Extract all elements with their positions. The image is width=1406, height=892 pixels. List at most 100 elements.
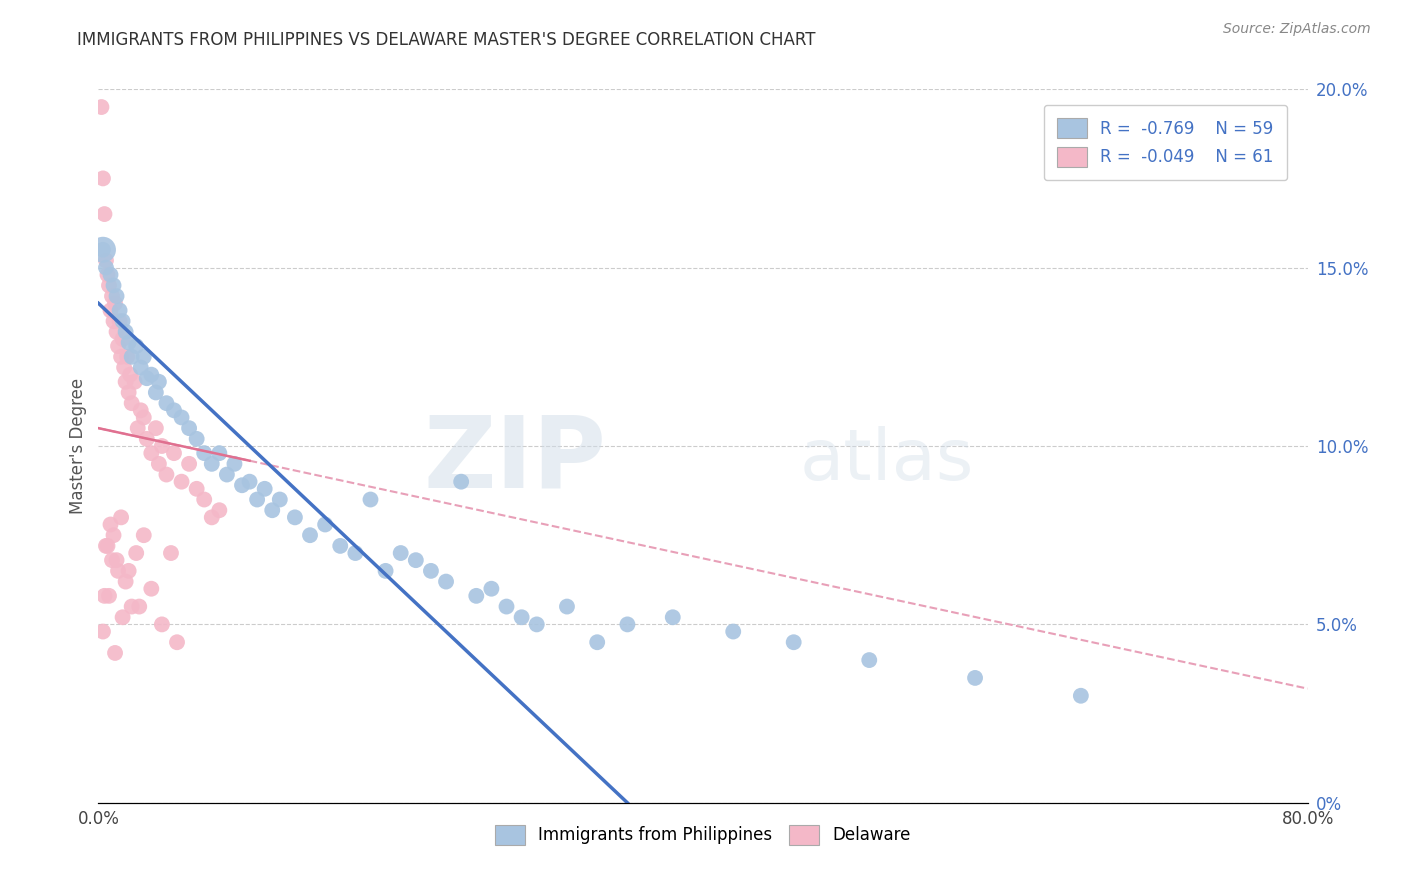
- Point: [110, 510, 132, 524]
- Point: [114, 325, 136, 339]
- Point: [389, 546, 412, 560]
- Point: [111, 332, 134, 346]
- Y-axis label: Master's Degree: Master's Degree: [69, 378, 87, 514]
- Point: [510, 610, 533, 624]
- Point: [148, 375, 170, 389]
- Point: [450, 475, 472, 489]
- Point: [224, 457, 246, 471]
- Point: [108, 314, 131, 328]
- Text: ZIP: ZIP: [423, 412, 606, 508]
- Point: [100, 517, 122, 532]
- Point: [155, 396, 177, 410]
- Point: [186, 432, 208, 446]
- Point: [163, 403, 186, 417]
- Point: [94, 539, 117, 553]
- Point: [121, 396, 143, 410]
- Point: [114, 375, 136, 389]
- Point: [145, 421, 167, 435]
- Point: [141, 582, 163, 596]
- Point: [118, 564, 141, 578]
- Point: [96, 268, 118, 282]
- Point: [253, 482, 276, 496]
- Point: [262, 503, 284, 517]
- Point: [141, 368, 163, 382]
- Point: [465, 589, 488, 603]
- Text: Source: ZipAtlas.com: Source: ZipAtlas.com: [1223, 22, 1371, 37]
- Point: [1070, 689, 1092, 703]
- Point: [107, 339, 129, 353]
- Point: [111, 610, 134, 624]
- Point: [108, 303, 131, 318]
- Point: [208, 503, 231, 517]
- Point: [314, 517, 336, 532]
- Point: [186, 482, 208, 496]
- Point: [94, 260, 117, 275]
- Point: [160, 546, 183, 560]
- Legend: Immigrants from Philippines, Delaware: Immigrants from Philippines, Delaware: [488, 818, 918, 852]
- Point: [360, 492, 382, 507]
- Point: [858, 653, 880, 667]
- Point: [112, 360, 135, 375]
- Text: atlas: atlas: [800, 425, 974, 495]
- Point: [124, 375, 146, 389]
- Point: [179, 457, 201, 471]
- Point: [145, 385, 167, 400]
- Point: [91, 171, 114, 186]
- Point: [111, 314, 134, 328]
- Point: [344, 546, 367, 560]
- Point: [96, 539, 118, 553]
- Point: [141, 446, 163, 460]
- Point: [526, 617, 548, 632]
- Point: [103, 278, 125, 293]
- Point: [163, 446, 186, 460]
- Point: [132, 528, 155, 542]
- Point: [170, 410, 193, 425]
- Point: [91, 243, 114, 257]
- Point: [239, 475, 262, 489]
- Point: [101, 553, 124, 567]
- Point: [125, 546, 148, 560]
- Point: [155, 467, 177, 482]
- Point: [104, 646, 127, 660]
- Point: [586, 635, 609, 649]
- Point: [208, 446, 231, 460]
- Point: [103, 314, 125, 328]
- Text: IMMIGRANTS FROM PHILIPPINES VS DELAWARE MASTER'S DEGREE CORRELATION CHART: IMMIGRANTS FROM PHILIPPINES VS DELAWARE …: [77, 31, 815, 49]
- Point: [129, 403, 152, 417]
- Point: [193, 492, 215, 507]
- Point: [91, 243, 114, 257]
- Point: [132, 410, 155, 425]
- Point: [193, 446, 215, 460]
- Point: [135, 371, 157, 385]
- Point: [103, 528, 125, 542]
- Point: [269, 492, 291, 507]
- Point: [93, 207, 115, 221]
- Point: [105, 289, 128, 303]
- Point: [101, 289, 124, 303]
- Point: [105, 325, 128, 339]
- Point: [201, 510, 224, 524]
- Point: [434, 574, 457, 589]
- Point: [150, 439, 173, 453]
- Point: [129, 360, 152, 375]
- Point: [98, 278, 121, 293]
- Point: [104, 296, 127, 310]
- Point: [135, 432, 157, 446]
- Point: [105, 553, 128, 567]
- Point: [128, 599, 150, 614]
- Point: [374, 564, 396, 578]
- Point: [100, 303, 122, 318]
- Point: [100, 268, 122, 282]
- Point: [125, 339, 148, 353]
- Point: [115, 350, 138, 364]
- Point: [121, 599, 143, 614]
- Point: [110, 350, 132, 364]
- Point: [114, 574, 136, 589]
- Point: [90, 100, 112, 114]
- Point: [118, 385, 141, 400]
- Point: [783, 635, 806, 649]
- Point: [118, 335, 141, 350]
- Point: [121, 350, 143, 364]
- Point: [120, 368, 142, 382]
- Point: [215, 467, 238, 482]
